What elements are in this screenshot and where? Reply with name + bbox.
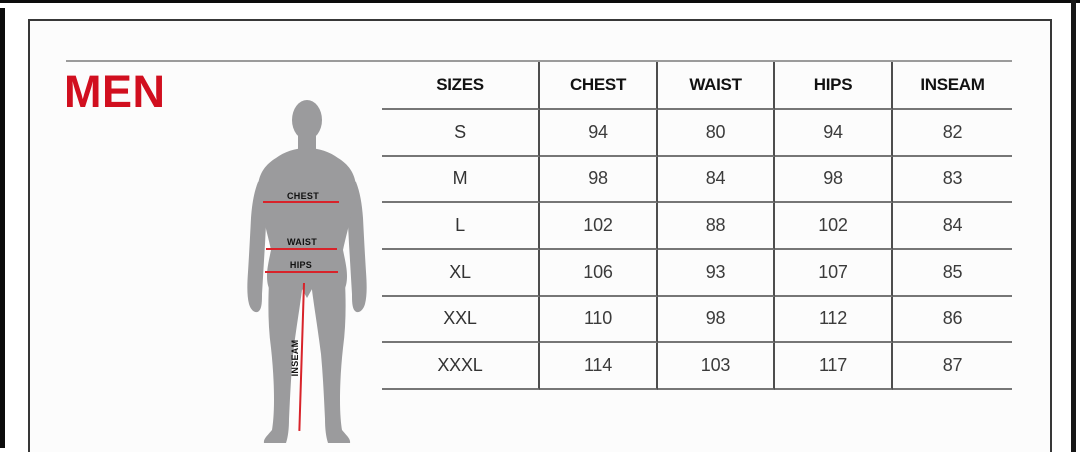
photo-edge-left [0,8,5,448]
content-panel [28,19,1052,452]
chest-value-cell: 114 [540,343,658,390]
hips-value-cell: 98 [775,156,893,204]
waist-value-cell: 93 [658,250,775,297]
inseam-value-cell: 82 [893,110,1012,157]
chest-line [263,201,339,203]
hips-label: HIPS [289,260,313,270]
column-header-waist: WAIST [658,62,775,110]
man-silhouette [247,100,367,443]
waist-value-cell: 98 [658,296,775,344]
silhouette-torso [258,148,356,288]
column-header-chest: CHEST [540,62,658,110]
waist-label: WAIST [287,237,317,247]
chest-value-cell: 98 [540,156,658,204]
hips-value-cell: 94 [775,110,893,157]
top-divider-rule [66,60,1012,62]
hips-value-cell: 112 [775,296,893,344]
silhouette-right-leg [312,282,351,443]
waist-value-cell: 84 [658,156,775,204]
hips-line [265,271,338,273]
silhouette-head [292,100,322,140]
column-header-sizes: SIZES [382,62,540,110]
waist-value-cell: 80 [658,110,775,157]
silhouette-left-leg [263,282,302,443]
chest-value-cell: 106 [540,250,658,297]
column-header-inseam: INSEAM [893,62,1012,110]
hips-value-cell: 102 [775,203,893,250]
photo-edge-top [0,0,1080,3]
size-cell: XXL [382,296,540,344]
inseam-value-cell: 84 [893,203,1012,250]
column-header-hips: HIPS [775,62,893,110]
chest-label: CHEST [286,191,320,201]
size-cell: XL [382,250,540,297]
hips-value-cell: 117 [775,343,893,390]
chest-value-cell: 110 [540,296,658,344]
page-title: MEN [64,66,166,117]
size-table: SIZES CHEST WAIST HIPS INSEAM S 94 80 94… [382,62,1012,390]
inseam-value-cell: 85 [893,250,1012,297]
waist-line [266,248,337,250]
size-cell: L [382,203,540,250]
chest-value-cell: 102 [540,203,658,250]
inseam-value-cell: 83 [893,157,1012,204]
size-cell: S [382,110,540,157]
hips-value-cell: 107 [775,250,893,297]
size-cell: M [382,156,540,204]
chest-value-cell: 94 [540,110,658,157]
photo-edge-right [1071,0,1076,452]
inseam-label: INSEAM [290,339,300,377]
inseam-value-cell: 86 [893,297,1012,344]
waist-value-cell: 103 [658,343,775,390]
waist-value-cell: 88 [658,203,775,250]
size-cell: XXXL [382,343,540,390]
inseam-value-cell: 87 [893,343,1012,390]
